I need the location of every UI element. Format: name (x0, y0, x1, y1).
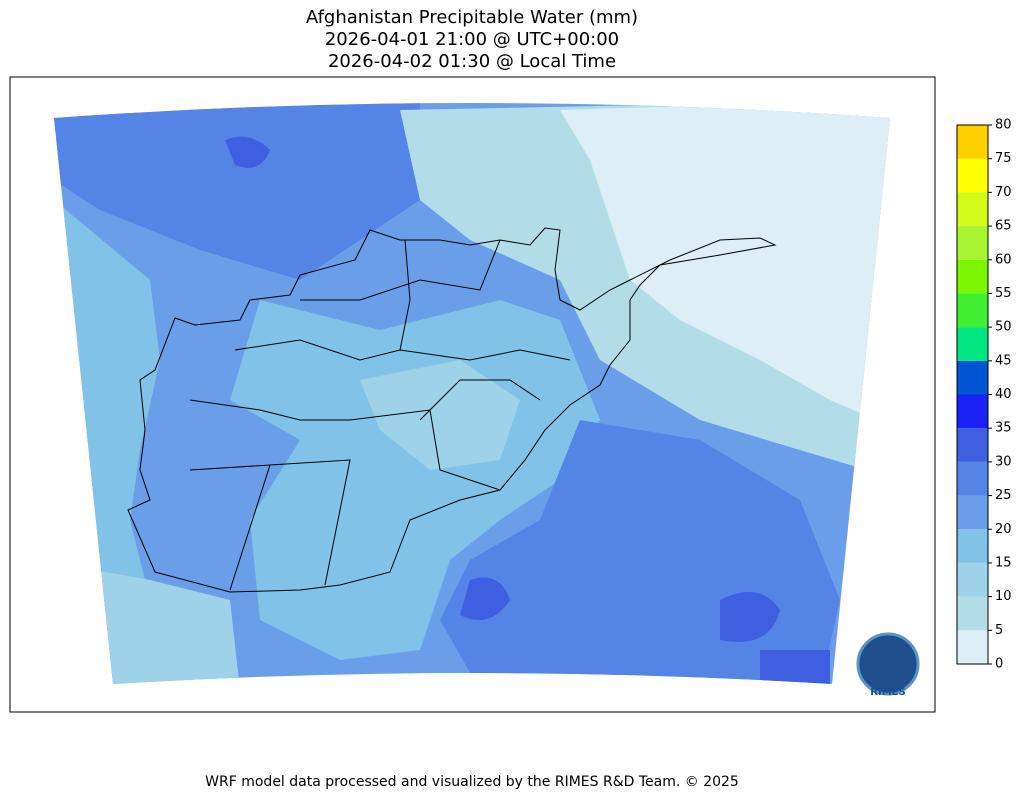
colorbar-tick-label: 5 (995, 623, 1003, 638)
field-fill (560, 103, 890, 430)
colorbar-tick-label: 45 (995, 353, 1012, 368)
field-fill (360, 360, 520, 470)
colorbar-tick-label: 0 (995, 657, 1003, 672)
title-line: 2026-04-01 21:00 @ UTC+00:00 (325, 29, 619, 50)
colorbar-segment (957, 596, 988, 631)
colorbar-segment (957, 259, 988, 294)
colorbar-segment (957, 125, 988, 159)
colorbar-segment (957, 562, 988, 597)
colorbar-segment (957, 327, 988, 361)
colorbar-segment (957, 461, 988, 496)
colorbar-tick-label: 50 (995, 320, 1012, 335)
colorbar-segment (957, 293, 988, 328)
field-fill (460, 577, 510, 620)
precip-field (54, 103, 890, 684)
colorbar: 0 5 10 15 20 25 30 35 40 45 50 55 60 65 70 75 80 (956, 118, 1012, 672)
colorbar-segment (957, 226, 988, 260)
colorbar-tick-label: 25 (995, 488, 1012, 503)
colorbar-segment (957, 495, 988, 530)
colorbar-segment (957, 192, 988, 227)
logo-badge (856, 632, 920, 696)
footer: WRF model data processed and visualized … (205, 774, 739, 790)
colorbar-segment (957, 360, 988, 395)
colorbar-tick-label: 40 (995, 387, 1012, 402)
country-border (127, 227, 777, 593)
colorbar-tick-label: 35 (995, 421, 1012, 436)
field-fill (225, 136, 270, 168)
field-fill (54, 103, 420, 280)
colorbar-segment (957, 428, 988, 462)
colorbar-tick-label: 55 (995, 286, 1012, 301)
colorbar-tick-label: 20 (995, 522, 1012, 537)
colorbar-tick-label: 65 (995, 219, 1012, 234)
field-fill (230, 300, 600, 660)
colorbar-segment (957, 394, 988, 429)
field-fill (720, 592, 780, 642)
colorbar-tick-label: 60 (995, 252, 1012, 267)
province-border (189, 239, 571, 591)
field-fill (760, 650, 830, 684)
colorbar-tick-label: 30 (995, 454, 1012, 469)
colorbar-tick-label: 10 (995, 589, 1012, 604)
title-line: Afghanistan Precipitable Water (mm) (306, 7, 638, 28)
colorbar-segment (957, 158, 988, 193)
colorbar-tick-label: 15 (995, 555, 1012, 570)
colorbar-segment (957, 630, 988, 664)
colorbar-tick-label: 80 (995, 118, 1012, 133)
logo: RIMES (856, 632, 920, 698)
colorbar-segment (957, 529, 988, 563)
colorbar-tick-label: 75 (995, 151, 1012, 166)
colorbar-tick-label: 70 (995, 185, 1012, 200)
logo-text: RIMES (870, 687, 905, 698)
title-line: 2026-04-02 01:30 @ Local Time (328, 51, 616, 72)
